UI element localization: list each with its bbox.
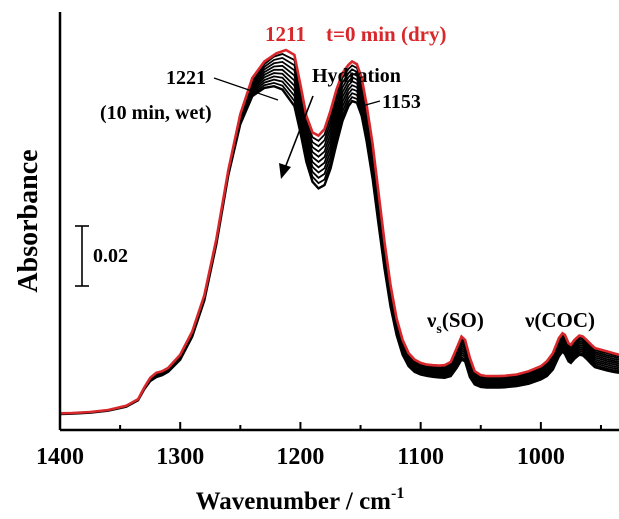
axes-frame [58,12,619,432]
spectrum-wet-line [59,84,619,416]
scale-bar-label: 0.02 [93,245,128,267]
peak-1221-label: 1221 [166,67,206,89]
peak-1211-label: 1211 [265,22,306,46]
x-tick-label: 1000 [517,444,565,470]
scale-bar: 0.02 [75,225,128,287]
x-tick-group: 1400 1300 1200 1100 1000 [36,422,602,470]
x-axis-label: Wavenumber / cm-1 [196,485,405,515]
spectrum-dry-line [59,48,619,415]
so-stretch-label: νs(SO) [426,308,484,337]
wet-state-label: (10 min, wet) [100,102,212,124]
spectra-group [59,48,619,416]
x-tick-label: 1300 [156,444,204,470]
dry-state-label: t=0 min (dry) [326,22,446,46]
peak-1153-leader [361,100,381,107]
x-tick-label: 1100 [397,444,444,470]
y-axis-label: Absorbance [13,149,44,292]
peak-1153-label: 1153 [382,91,421,113]
hydration-arrow [279,95,314,179]
x-tick-label: 1200 [276,444,324,470]
x-tick-label: 1400 [36,444,84,470]
peak-1221-leader [213,77,279,101]
coc-stretch-label: ν(COC) [524,308,595,332]
hydration-label: Hydration [312,65,401,87]
